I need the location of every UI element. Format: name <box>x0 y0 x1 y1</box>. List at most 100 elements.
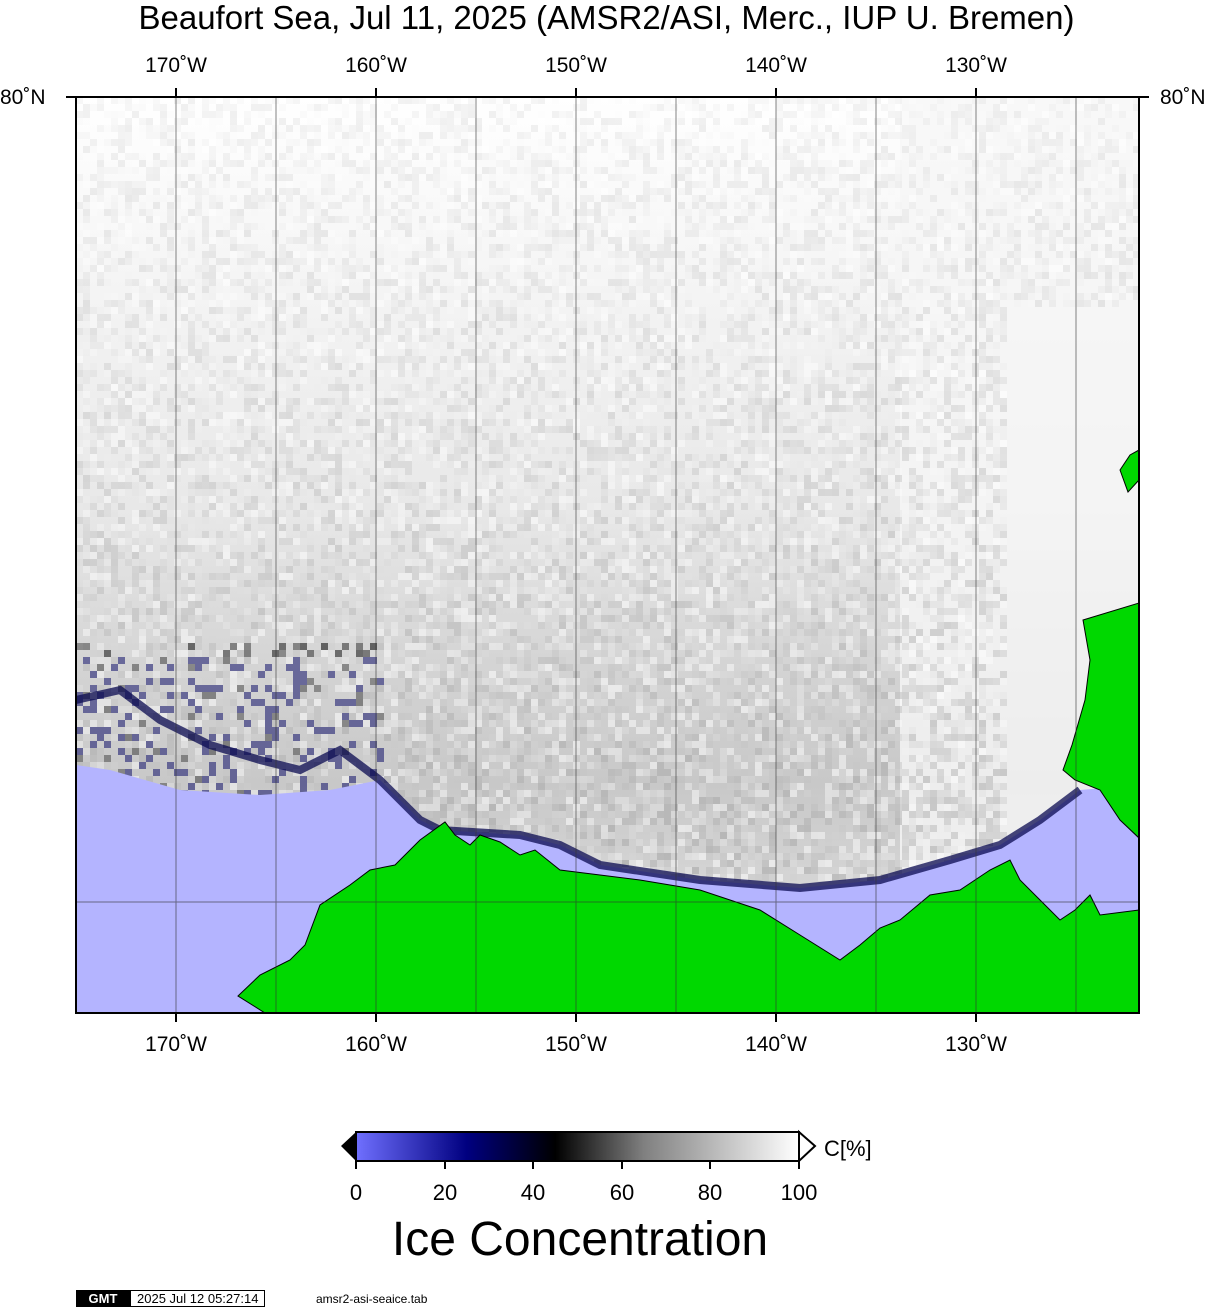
ice-cell <box>475 300 482 307</box>
ice-cell <box>853 300 860 307</box>
ice-cell <box>83 216 90 223</box>
ice-cell <box>202 272 209 279</box>
ice-cell <box>188 419 195 426</box>
ice-cell <box>517 146 524 153</box>
ice-cell <box>1126 188 1133 195</box>
ice-cell <box>461 167 468 174</box>
ice-cell <box>132 188 139 195</box>
ice-cell <box>531 307 538 314</box>
ice-cell <box>993 153 1000 160</box>
ice-cell <box>958 293 965 300</box>
ice-cell <box>783 195 790 202</box>
ice-cell <box>1084 300 1091 307</box>
ice-cell <box>174 286 181 293</box>
ice-cell <box>538 139 545 146</box>
ice-cell <box>874 251 881 258</box>
ice-cell <box>867 104 874 111</box>
ice-cell <box>167 139 174 146</box>
ice-cell <box>482 293 489 300</box>
ice-cell <box>188 160 195 167</box>
ice-cell <box>615 223 622 230</box>
ice-cell <box>167 216 174 223</box>
ice-cell <box>538 216 545 223</box>
ice-cell <box>349 223 356 230</box>
ice-cell <box>895 174 902 181</box>
ice-cell <box>580 160 587 167</box>
ice-cell <box>531 244 538 251</box>
ice-cell <box>209 349 216 356</box>
ice-cell <box>713 398 720 405</box>
ice-cell <box>769 223 776 230</box>
ice-cell <box>258 433 265 440</box>
ice-cell <box>804 356 811 363</box>
ice-cell <box>468 223 475 230</box>
ice-cell <box>566 405 573 412</box>
ice-cell <box>139 342 146 349</box>
ice-cell <box>643 139 650 146</box>
ice-cell <box>937 125 944 132</box>
ice-cell <box>349 272 356 279</box>
ice-cell <box>321 286 328 293</box>
ice-cell <box>307 188 314 195</box>
ice-cell <box>832 97 839 104</box>
ice-cell <box>1105 244 1112 251</box>
ice-cell <box>657 97 664 104</box>
ice-cell <box>391 398 398 405</box>
ice-cell <box>650 314 657 321</box>
ice-cell <box>153 188 160 195</box>
ice-cell <box>839 153 846 160</box>
ice-cell <box>580 398 587 405</box>
ice-cell <box>657 139 664 146</box>
ice-cell <box>720 286 727 293</box>
ice-cell <box>118 475 125 482</box>
ice-cell <box>951 419 958 426</box>
ice-cell <box>1035 230 1042 237</box>
ice-cell <box>489 405 496 412</box>
ice-cell <box>643 153 650 160</box>
ice-cell <box>377 398 384 405</box>
ice-cell <box>188 230 195 237</box>
ice-cell <box>1105 104 1112 111</box>
ice-cell <box>370 433 377 440</box>
ice-cell <box>419 223 426 230</box>
ice-cell <box>811 153 818 160</box>
ice-cell <box>916 328 923 335</box>
ice-cell <box>741 195 748 202</box>
ice-cell <box>783 272 790 279</box>
ice-cell <box>986 419 993 426</box>
ice-cell <box>748 335 755 342</box>
ice-cell <box>111 468 118 475</box>
ice-cell <box>804 300 811 307</box>
ice-cell <box>391 300 398 307</box>
ice-cell <box>370 328 377 335</box>
ice-cell <box>83 370 90 377</box>
ice-cell <box>496 230 503 237</box>
ice-cell <box>482 286 489 293</box>
ice-cell <box>601 139 608 146</box>
ice-cell <box>181 405 188 412</box>
ice-cell <box>279 104 286 111</box>
ice-cell <box>83 391 90 398</box>
ice-cell <box>454 433 461 440</box>
ice-cell <box>328 391 335 398</box>
ice-cell <box>447 321 454 328</box>
ice-cell <box>265 328 272 335</box>
ice-cell <box>83 265 90 272</box>
ice-cell <box>993 398 1000 405</box>
ice-cell <box>440 265 447 272</box>
ice-cell <box>125 419 132 426</box>
ice-cell <box>307 251 314 258</box>
ice-cell <box>328 426 335 433</box>
ice-cell <box>104 104 111 111</box>
ice-cell <box>258 104 265 111</box>
ice-cell <box>76 307 83 314</box>
ice-cell <box>993 244 1000 251</box>
ice-cell <box>475 216 482 223</box>
ice-cell <box>636 468 643 475</box>
ice-cell <box>727 293 734 300</box>
ice-cell <box>433 391 440 398</box>
ice-cell <box>762 384 769 391</box>
ice-cell <box>769 384 776 391</box>
ice-cell <box>643 314 650 321</box>
ice-cell <box>223 328 230 335</box>
